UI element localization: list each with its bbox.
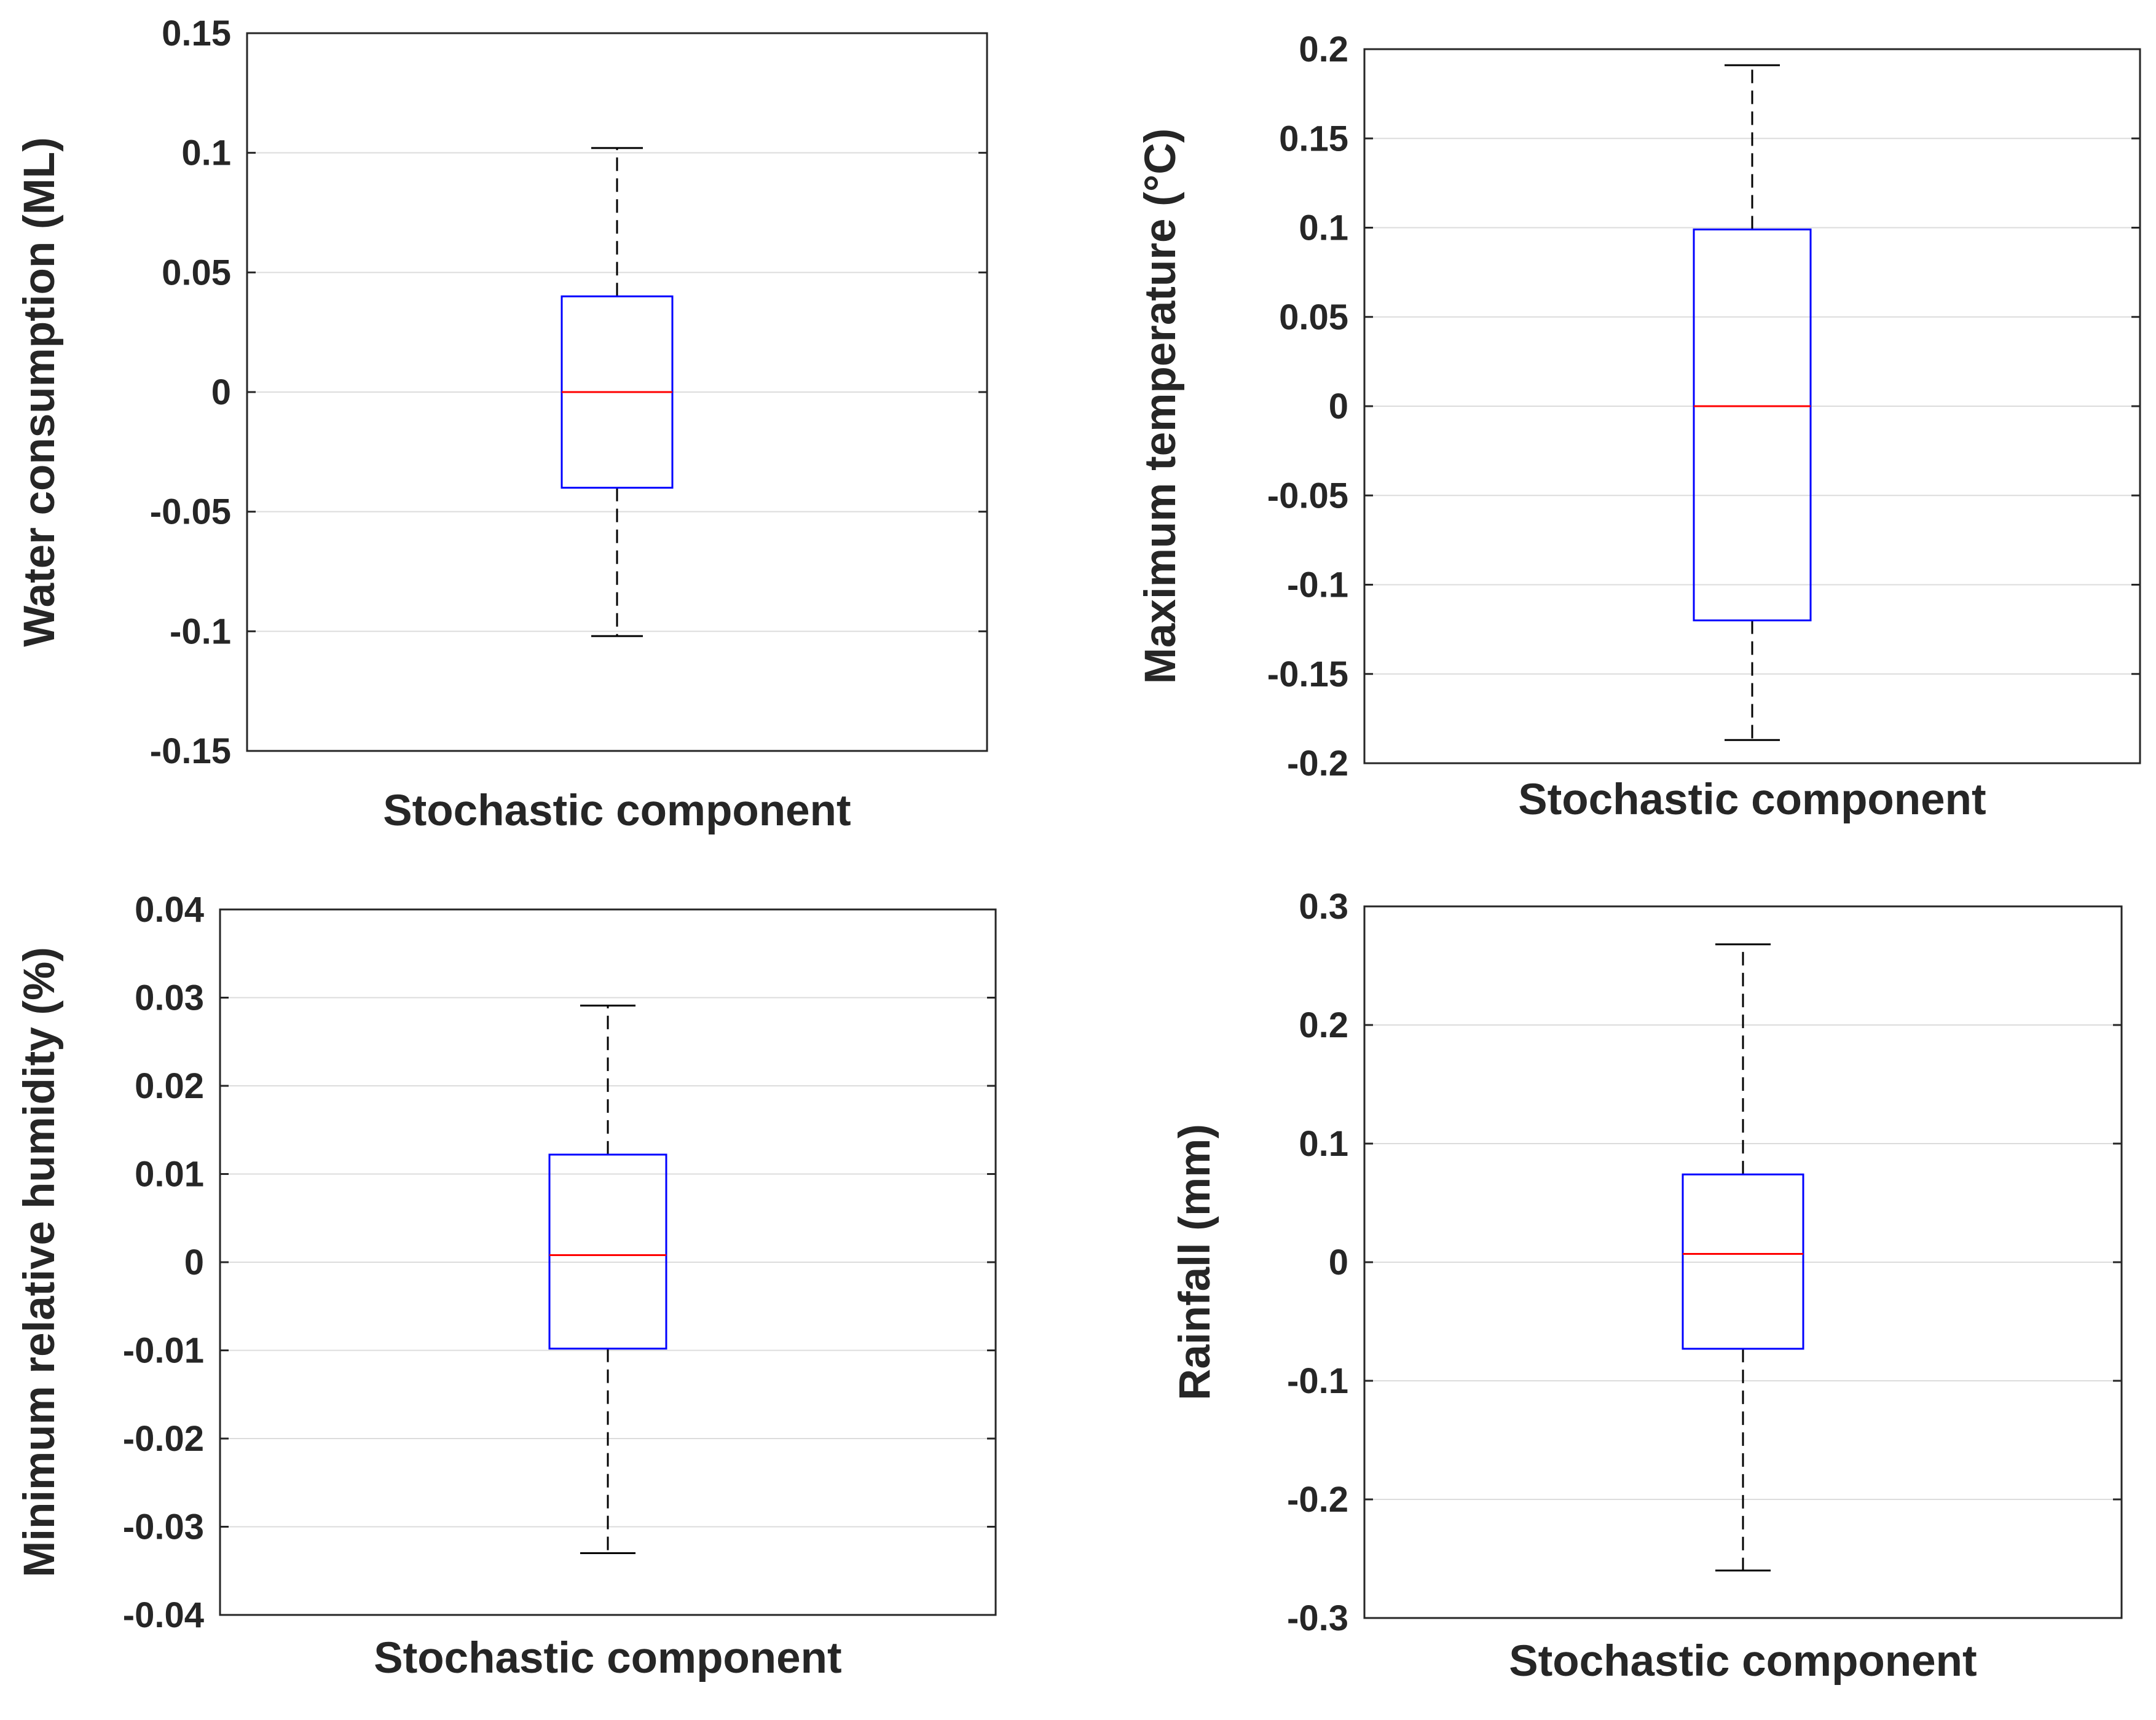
x-axis-label: Stochastic component — [1518, 776, 1986, 824]
y-tick-label: 0.05 — [162, 253, 231, 293]
interquartile-box — [1682, 1173, 1804, 1350]
y-axis-label: Rainfall (mm) — [1171, 1124, 1219, 1400]
x-axis-label: Stochastic component — [374, 1634, 841, 1683]
y-tick-label: -0.2 — [1287, 744, 1348, 783]
y-tick-label: 0.15 — [1279, 119, 1348, 159]
y-tick-label: 0.1 — [1299, 1124, 1348, 1164]
y-tick-label: 0.2 — [1299, 29, 1348, 69]
y-tick-label: -0.15 — [150, 731, 231, 771]
y-tick-label: -0.1 — [1287, 1361, 1348, 1401]
y-tick-label: -0.01 — [123, 1331, 204, 1371]
chart-panel-bottom-right: -0.3 -0.2 -0.1 0 0.1 0.2 0.3 Stochastic compone… — [1171, 887, 2123, 1686]
x-axis-label: Stochastic component — [1509, 1637, 1977, 1686]
y-axis-label: Water consumption (ML) — [15, 137, 64, 647]
axes-frame — [1363, 905, 2123, 1619]
y-axis-label: Maximum temperature (°C) — [1136, 128, 1185, 684]
y-tick-label: -0.05 — [1267, 476, 1348, 516]
y-tick-label: 0.03 — [135, 978, 204, 1018]
axes-frame — [246, 32, 988, 752]
y-tick-label: 0 — [1329, 387, 1348, 426]
y-tick-label: 0.05 — [1279, 297, 1348, 337]
y-tick-label: 0 — [211, 372, 231, 412]
y-tick-label: 0.01 — [135, 1155, 204, 1195]
interquartile-box — [548, 1153, 667, 1350]
y-tick-label: -0.05 — [150, 492, 231, 532]
y-tick-label: 0.2 — [1299, 1005, 1348, 1045]
y-axis-label: Minimum relative humidity (%) — [15, 947, 64, 1577]
y-tick-label: 0 — [1329, 1243, 1348, 1282]
y-tick-label: -0.04 — [123, 1595, 204, 1635]
y-tick-label: 0.04 — [135, 890, 204, 930]
y-tick-label: 0.15 — [162, 14, 231, 53]
chart-panel-top-left: -0.15 -0.1 -0.05 0 0.05 0.1 0.15 Stochastic com… — [15, 14, 988, 835]
y-tick-label: -0.1 — [1287, 565, 1348, 605]
y-tick-label: 0.3 — [1299, 887, 1348, 927]
y-tick-label: 0.1 — [181, 133, 231, 173]
y-tick-label: 0 — [184, 1243, 204, 1282]
y-tick-label: -0.2 — [1287, 1480, 1348, 1520]
y-tick-label: 0.1 — [1299, 208, 1348, 248]
y-tick-label: -0.15 — [1267, 654, 1348, 694]
y-tick-label: -0.3 — [1287, 1598, 1348, 1638]
y-tick-label: 0.02 — [135, 1066, 204, 1106]
y-tick-label: -0.02 — [123, 1419, 204, 1459]
y-tick-label: -0.1 — [170, 611, 231, 651]
axes-frame — [1363, 48, 2141, 764]
chart-panel-bottom-left: -0.04 -0.03 -0.02 -0.01 0 0.01 0.02 0.03 0.04 Sto… — [15, 890, 997, 1683]
interquartile-box — [1693, 228, 1812, 622]
chart-panel-top-right: -0.2 -0.15 -0.1 -0.05 0 0.05 0.1 0.15 0.2 Stochas… — [1136, 29, 2141, 824]
axes-frame — [219, 908, 997, 1616]
x-axis-label: Stochastic component — [383, 787, 851, 835]
y-tick-label: -0.03 — [123, 1507, 204, 1547]
